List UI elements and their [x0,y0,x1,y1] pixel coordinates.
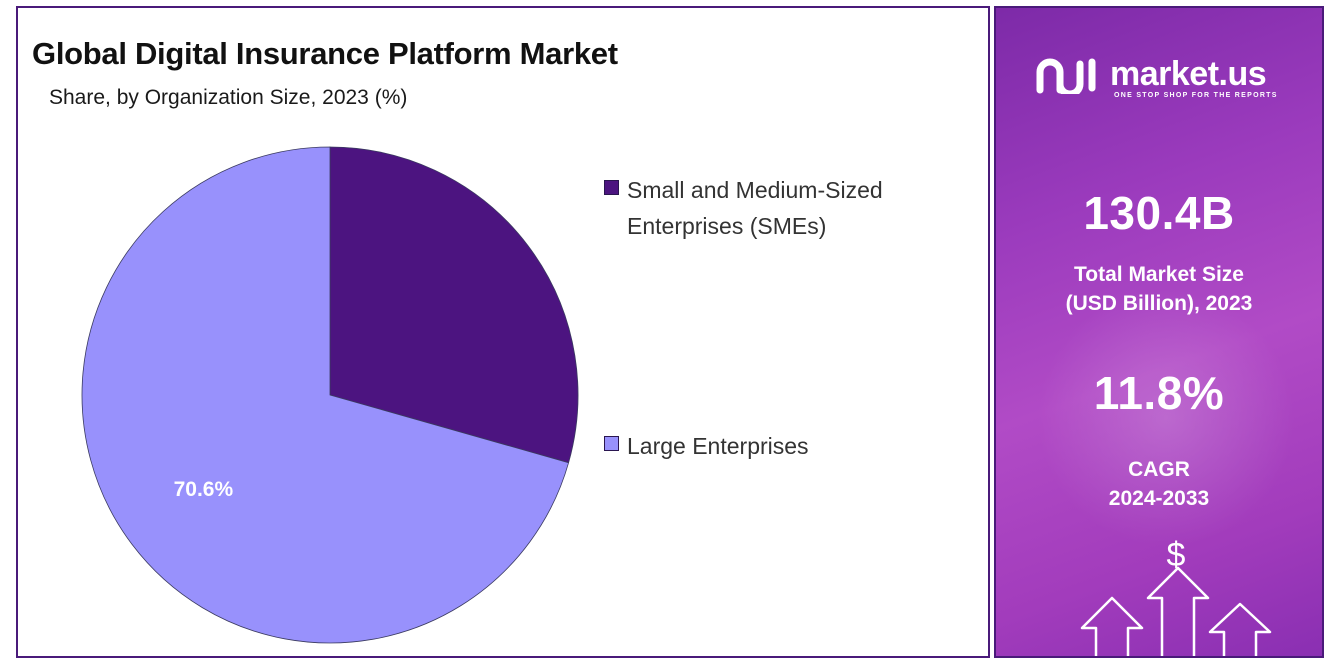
chart-subtitle: Share, by Organization Size, 2023 (%) [49,86,408,109]
chart-title: Global Digital Insurance Platform Market [32,36,618,71]
panel-background-glow [1036,288,1296,548]
pie-slice-0 [329,146,579,464]
cagr-caption-line1: CAGR [1128,458,1190,481]
market-size-value: 130.4B [1083,187,1235,239]
legend-label-smes: Small and Medium-Sized Enterprises (SMEs… [627,177,883,239]
pie-chart: 70.6% [81,146,579,644]
pie-slice-1 [81,146,570,644]
legend-label-large-enterprises: Large Enterprises [627,433,809,459]
dollar-icon: $ [1167,536,1186,574]
summary-panel: market.us ONE STOP SHOP FOR THE REPORTS … [994,6,1324,658]
market-size-caption-line1: Total Market Size [1074,263,1244,286]
market-size-caption-line2: (USD Billion), 2023 [1065,292,1253,315]
market-us-logo-icon [1036,58,1096,94]
legend-swatch-large-enterprises [604,436,619,451]
cagr-value: 11.8% [1093,367,1225,419]
legend-item-smes: Small and Medium-Sized Enterprises (SMEs… [604,172,957,244]
cagr-caption-line2: 2024-2033 [1108,487,1210,510]
legend-item-large-enterprises: Large Enterprises [604,428,957,464]
growth-arrows-icon: $ [1080,536,1272,656]
legend-swatch-smes [604,180,619,195]
brand-logo: market.us [1036,54,1267,94]
pie-slice-label-1: 70.6% [174,478,234,501]
brand-name: market.us [1110,55,1267,93]
brand-tagline: ONE STOP SHOP FOR THE REPORTS [1114,92,1278,99]
